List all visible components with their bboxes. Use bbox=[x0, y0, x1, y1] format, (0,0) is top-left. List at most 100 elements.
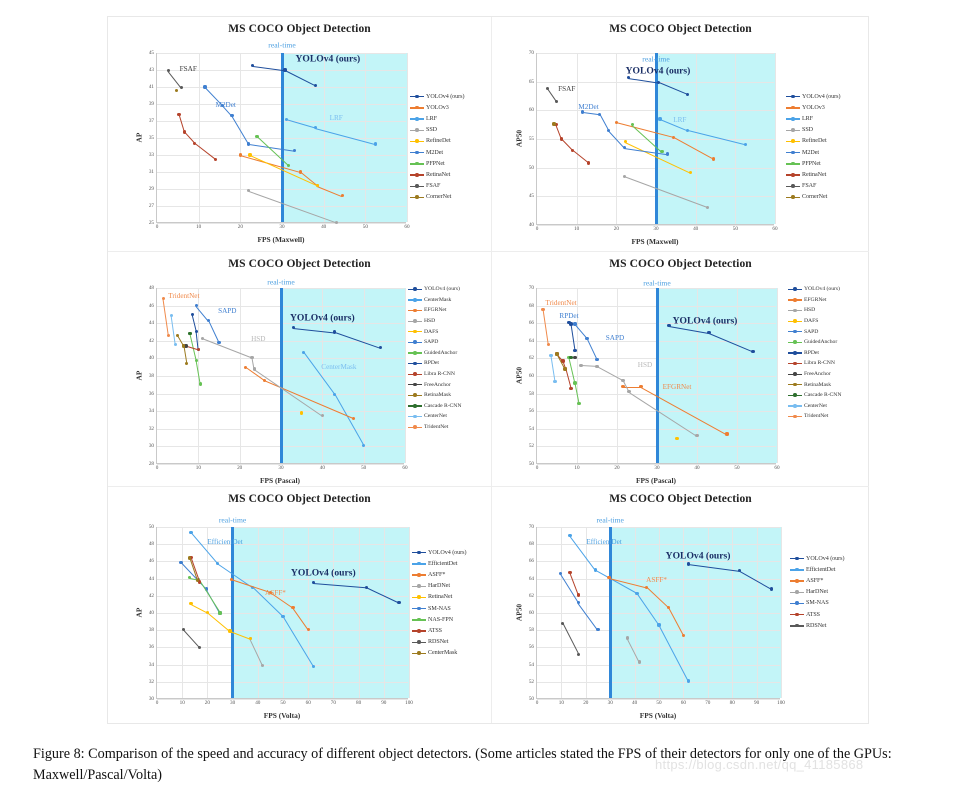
legend-item[interactable]: ASFF* bbox=[790, 575, 844, 586]
legend-item[interactable]: RetinaNet bbox=[412, 592, 466, 603]
legend-item[interactable]: SM-NAS bbox=[412, 603, 466, 614]
realtime-threshold-line bbox=[655, 288, 659, 463]
legend-item[interactable]: SAPD bbox=[788, 326, 841, 337]
legend-item[interactable]: HarDNet bbox=[412, 581, 466, 592]
legend-item[interactable]: YOLOv4 (ours) bbox=[410, 91, 465, 102]
legend-item[interactable]: FSAF bbox=[786, 181, 840, 192]
legend-item[interactable]: PFPNet bbox=[786, 158, 840, 169]
x-axis-tick: 30 bbox=[230, 700, 236, 706]
legend-item[interactable]: GuidedAnchor bbox=[788, 337, 841, 348]
legend-item[interactable]: EfficientDet bbox=[412, 558, 466, 569]
gridline-horizontal bbox=[157, 681, 408, 683]
legend-item[interactable]: ATSS bbox=[790, 609, 844, 620]
gridline-vertical bbox=[333, 527, 335, 698]
legend-item[interactable]: Cascade R-CNN bbox=[788, 390, 841, 401]
legend-item[interactable]: RetinaNet bbox=[786, 169, 840, 180]
legend-item[interactable]: YOLOv4 (ours) bbox=[412, 547, 467, 558]
legend-item[interactable]: ATSS bbox=[412, 625, 466, 636]
legend-item[interactable]: RPDet bbox=[788, 348, 841, 359]
legend-item[interactable]: YOLOv3 bbox=[786, 102, 840, 113]
data-point bbox=[311, 664, 315, 668]
data-point bbox=[675, 436, 679, 441]
chart-title: MS COCO Object Detection bbox=[609, 23, 752, 35]
data-point bbox=[190, 312, 194, 316]
data-point bbox=[695, 434, 699, 438]
legend-item[interactable]: RefineDet bbox=[410, 136, 464, 147]
legend-item[interactable]: YOLOv4 (ours) bbox=[408, 284, 461, 295]
legend-item[interactable]: CenterMask bbox=[408, 295, 461, 306]
legend-item[interactable]: HSD bbox=[788, 305, 841, 316]
legend-item[interactable]: RDSNet bbox=[412, 637, 466, 648]
gridline-vertical bbox=[781, 527, 782, 698]
legend-item[interactable]: RPDet bbox=[408, 358, 461, 369]
series-line bbox=[562, 623, 579, 656]
legend-item[interactable]: ASFF* bbox=[412, 569, 466, 580]
legend-marker-icon bbox=[410, 127, 424, 134]
legend-item[interactable]: FreeAnchor bbox=[408, 379, 461, 390]
legend-item[interactable]: NAS-FPN bbox=[412, 614, 466, 625]
legend-item[interactable]: RDSNet bbox=[790, 620, 844, 631]
legend-item[interactable]: EFGRNet bbox=[788, 295, 841, 306]
legend-item[interactable]: M2Det bbox=[410, 147, 464, 158]
gridline-vertical bbox=[323, 53, 325, 222]
data-point bbox=[262, 378, 267, 382]
series-line bbox=[194, 143, 216, 161]
data-point bbox=[595, 364, 599, 368]
watermark-text: https://blog.csdn.net/qq_41185868 bbox=[655, 757, 864, 772]
legend-item[interactable]: PFPNet bbox=[410, 158, 464, 169]
legend-item[interactable]: Cascade R-CNN bbox=[408, 401, 461, 412]
legend-item[interactable]: LRF bbox=[786, 113, 840, 124]
legend-item[interactable]: YOLOv3 bbox=[410, 102, 464, 113]
legend-item[interactable]: FSAF bbox=[410, 181, 464, 192]
legend-item[interactable]: RetinaMask bbox=[788, 379, 841, 390]
y-axis-tick: 37 bbox=[148, 118, 154, 124]
y-axis-tick: 35 bbox=[148, 135, 154, 141]
legend-item[interactable]: CenterNet bbox=[788, 401, 841, 412]
legend-item[interactable]: CornerNet bbox=[786, 192, 840, 203]
legend-item[interactable]: GuidedAnchor bbox=[408, 348, 461, 359]
gridline-horizontal bbox=[157, 630, 408, 632]
legend-item[interactable]: EfficientDet bbox=[790, 564, 844, 575]
data-point bbox=[573, 381, 577, 385]
gridline-vertical bbox=[322, 288, 324, 463]
legend-item[interactable]: SSD bbox=[410, 125, 464, 136]
legend-item[interactable]: SM-NAS bbox=[790, 598, 844, 609]
legend-item[interactable]: Libra R-CNN bbox=[408, 369, 461, 380]
legend-item[interactable]: CornerNet bbox=[410, 192, 464, 203]
legend-item[interactable]: RetinaNet bbox=[410, 169, 464, 180]
legend-item[interactable]: YOLOv4 (ours) bbox=[790, 553, 845, 564]
legend-item[interactable]: EFGRNet bbox=[408, 305, 461, 316]
legend-item[interactable]: M2Det bbox=[786, 147, 840, 158]
legend-item[interactable]: Libra R-CNN bbox=[788, 358, 841, 369]
legend-item[interactable]: RefineDet bbox=[786, 136, 840, 147]
x-axis-tick: 90 bbox=[754, 700, 760, 706]
legend-item[interactable]: CenterNet bbox=[408, 411, 461, 422]
x-axis-tick: 40 bbox=[255, 700, 261, 706]
chart-annotation: real-time bbox=[218, 515, 247, 525]
legend-item[interactable]: YOLOv4 (ours) bbox=[788, 284, 841, 295]
legend-marker-icon bbox=[408, 424, 422, 431]
legend-item[interactable]: DAFS bbox=[788, 316, 841, 327]
legend-label: YOLOv3 bbox=[802, 104, 825, 111]
legend-item[interactable]: CenterMask bbox=[412, 648, 466, 659]
legend-item[interactable]: YOLOv4 (ours) bbox=[786, 91, 841, 102]
x-axis-tick: 30 bbox=[654, 465, 660, 471]
legend-item[interactable]: FreeAnchor bbox=[788, 369, 841, 380]
legend-item[interactable]: DAFS bbox=[408, 326, 461, 337]
data-point bbox=[397, 601, 401, 605]
y-axis-tick: 42 bbox=[148, 337, 154, 344]
legend-item[interactable]: HarDNet bbox=[790, 587, 844, 598]
data-point bbox=[364, 585, 368, 589]
legend-item[interactable]: TridentNet bbox=[408, 422, 461, 433]
plot-area: 25 27 29 31 33 35 37 39 41 43 45 0 10 20 30 40 50 60 real-… bbox=[149, 41, 410, 230]
x-axis-tick: 60 bbox=[772, 226, 778, 232]
legend-item[interactable]: SSD bbox=[786, 125, 840, 136]
x-axis-tick: 30 bbox=[279, 224, 285, 230]
legend-item[interactable]: RetinaMask bbox=[408, 390, 461, 401]
legend-item[interactable]: LRF bbox=[410, 113, 464, 124]
legend-item[interactable]: TridentNet bbox=[788, 411, 841, 422]
legend-marker-icon bbox=[788, 339, 802, 346]
chart-cell-pascal-ap: MS COCO Object Detection 28 30 32 34 36 38 40 42… bbox=[108, 252, 492, 487]
legend-item[interactable]: SAPD bbox=[408, 337, 461, 348]
legend-item[interactable]: HSD bbox=[408, 316, 461, 327]
